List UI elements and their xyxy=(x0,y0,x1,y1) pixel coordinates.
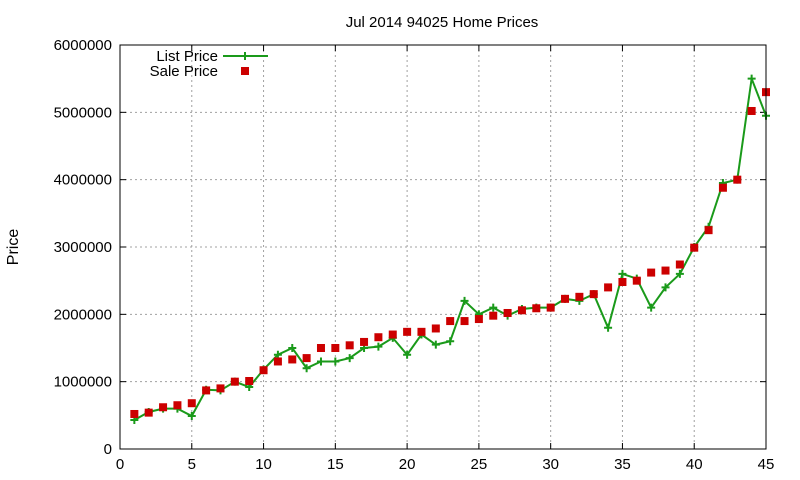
y-tick-label: 1000000 xyxy=(54,374,112,391)
sale-price-point xyxy=(733,175,742,184)
y-tick-label: 2000000 xyxy=(54,306,112,323)
sale-price-point xyxy=(575,292,584,301)
sale-price-point xyxy=(187,399,196,408)
x-tick-label: 0 xyxy=(116,456,124,473)
list-price-point xyxy=(302,364,311,373)
sale-price-point xyxy=(546,303,555,312)
legend-label: Sale Price xyxy=(150,63,218,80)
sale-price-point xyxy=(388,330,397,339)
y-tick-label: 6000000 xyxy=(54,37,112,54)
x-tick-label: 45 xyxy=(758,456,775,473)
sale-price-point xyxy=(245,376,254,385)
sale-price-point xyxy=(259,366,268,375)
sale-price-point xyxy=(331,344,340,352)
chart-title: Jul 2014 94025 Home Prices xyxy=(346,14,539,31)
legend-item-sale-price: Sale Price xyxy=(150,63,249,80)
sale-price-point xyxy=(288,355,297,364)
axis-ticks: 0 5 10 15 20 25 30 35 40 45 0 1000000 2000000 3000000… xyxy=(54,37,775,473)
sale-price-point xyxy=(374,333,383,342)
sale-price-point xyxy=(618,278,627,287)
sale-price-point xyxy=(273,357,282,366)
legend-label: List Price xyxy=(156,48,218,65)
sale-price-point xyxy=(718,183,727,192)
list-price-point xyxy=(460,296,469,305)
sale-price-point xyxy=(647,268,656,277)
list-price-point xyxy=(431,340,440,349)
sale-price-point xyxy=(431,324,440,333)
legend-marker xyxy=(241,52,249,60)
sale-price-point xyxy=(517,306,526,315)
sale-price-point xyxy=(589,290,598,299)
sale-price-point xyxy=(474,315,483,324)
x-tick-label: 35 xyxy=(614,456,631,473)
sale-price-point xyxy=(675,260,684,269)
list-price-point xyxy=(331,357,340,366)
x-tick-label: 5 xyxy=(188,456,196,473)
sale-price-series xyxy=(130,88,770,418)
list-price-point xyxy=(747,74,756,83)
list-price-point xyxy=(675,269,684,278)
sale-price-point xyxy=(316,344,325,352)
y-tick-label: 0 xyxy=(104,441,112,458)
list-price-point xyxy=(187,412,196,421)
x-tick-label: 10 xyxy=(255,456,272,473)
list-price-point xyxy=(604,323,613,332)
legend-marker xyxy=(241,67,249,75)
x-tick-label: 20 xyxy=(399,456,416,473)
y-tick-label: 4000000 xyxy=(54,172,112,189)
sale-price-point xyxy=(704,226,713,235)
list-price-point xyxy=(618,269,627,278)
list-price-point xyxy=(403,350,412,359)
sale-price-point xyxy=(144,408,153,417)
sale-price-point xyxy=(417,327,426,336)
y-tick-label: 3000000 xyxy=(54,239,112,256)
legend-item-list-price: List Price xyxy=(156,48,268,65)
sale-price-point xyxy=(173,401,182,410)
list-price-point xyxy=(446,337,455,346)
sale-price-point xyxy=(360,337,369,346)
list-price-point xyxy=(647,303,656,312)
list-price-point xyxy=(489,303,498,312)
sale-price-point xyxy=(503,308,512,317)
sale-price-point xyxy=(690,243,699,252)
plot-frame xyxy=(119,44,767,450)
x-tick-label: 25 xyxy=(471,456,488,473)
x-tick-label: 30 xyxy=(542,456,559,473)
list-price-point xyxy=(661,283,670,292)
sale-price-point xyxy=(747,106,756,115)
list-price-point xyxy=(374,342,383,351)
y-tick-label: 5000000 xyxy=(54,104,112,121)
list-price-point xyxy=(345,354,354,363)
sale-price-point xyxy=(159,403,168,412)
x-tick-label: 40 xyxy=(686,456,703,473)
sale-price-point xyxy=(216,384,225,393)
sale-price-point xyxy=(661,266,670,275)
sale-price-point xyxy=(345,341,354,350)
sale-price-point xyxy=(403,327,412,336)
y-axis-label: Price xyxy=(5,229,22,266)
list-price-point xyxy=(273,350,282,359)
sale-price-point xyxy=(632,276,641,285)
sale-price-point xyxy=(532,304,541,313)
sale-price-point xyxy=(460,317,469,326)
sale-price-point xyxy=(230,377,239,386)
sale-price-point xyxy=(202,386,211,395)
list-price-line xyxy=(133,74,767,421)
list-price-point xyxy=(316,357,325,366)
x-tick-label: 15 xyxy=(327,456,344,473)
sale-price-point xyxy=(561,294,570,303)
sale-price-point xyxy=(489,311,498,320)
sale-price-point xyxy=(446,317,455,326)
plot-series xyxy=(130,74,770,425)
sale-price-point xyxy=(604,283,613,292)
list-price-point xyxy=(288,344,297,352)
sale-price-point xyxy=(130,409,139,418)
list-price-series xyxy=(130,74,770,425)
grid xyxy=(120,45,766,449)
sale-price-point xyxy=(302,354,311,363)
